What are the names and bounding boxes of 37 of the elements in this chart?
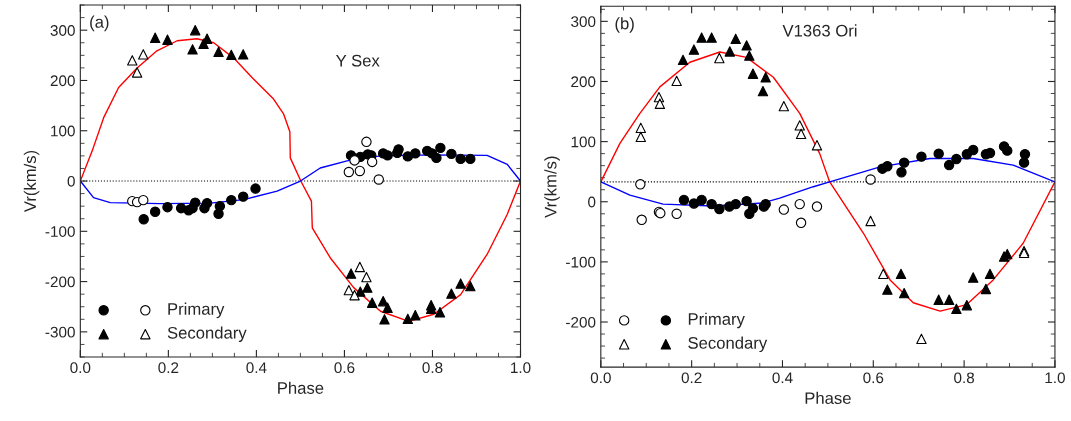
annotation: V1363 Ori <box>782 24 857 37</box>
y-tick-label: -100 <box>566 256 596 268</box>
x-tick-label: 0.0 <box>70 362 91 374</box>
y-tick-label: 0 <box>588 196 596 208</box>
x-tick-label: 0.6 <box>863 372 884 384</box>
y-axis-title: Vr(km/s) <box>23 150 40 213</box>
x-tick-label: 0.0 <box>590 372 611 384</box>
y-tick-label: -100 <box>45 226 75 237</box>
y-tick-label: 200 <box>571 76 596 88</box>
x-tick-label: 0.8 <box>422 362 443 374</box>
legend-label: Primary <box>688 312 745 329</box>
legend-label: Secondary <box>688 336 768 353</box>
x-tick-label: 1.0 <box>511 362 531 374</box>
x-tick-label: 0.8 <box>954 372 975 384</box>
annotation: (a) <box>90 15 109 32</box>
y-tick-label: 100 <box>571 136 596 148</box>
y-tick-label: 300 <box>571 16 596 28</box>
x-axis-title: Phase <box>805 391 851 405</box>
y-tick-label: 0 <box>67 175 75 187</box>
annotation: (b) <box>615 17 634 33</box>
y-tick-label: 200 <box>50 75 75 87</box>
legend-label: Primary <box>168 302 225 319</box>
legend-label: Secondary <box>167 326 247 343</box>
y-tick-label: 300 <box>50 25 75 36</box>
y-tick-label: -300 <box>45 326 75 338</box>
y-axis-title: Vr(km/s) <box>544 156 560 218</box>
annotation: Y Sex <box>336 54 380 67</box>
x-tick-label: 1.0 <box>1045 372 1065 384</box>
x-tick-label: 0.2 <box>681 372 702 384</box>
y-tick-label: 100 <box>51 125 75 137</box>
y-tick-label: -200 <box>566 316 596 328</box>
x-axis-title: Phase <box>278 381 324 394</box>
y-tick-label: -200 <box>45 276 75 288</box>
x-tick-label: 0.4 <box>772 372 793 384</box>
x-tick-label: 0.2 <box>158 362 179 374</box>
x-tick-label: 0.4 <box>246 362 267 374</box>
x-tick-label: 0.6 <box>334 362 355 374</box>
